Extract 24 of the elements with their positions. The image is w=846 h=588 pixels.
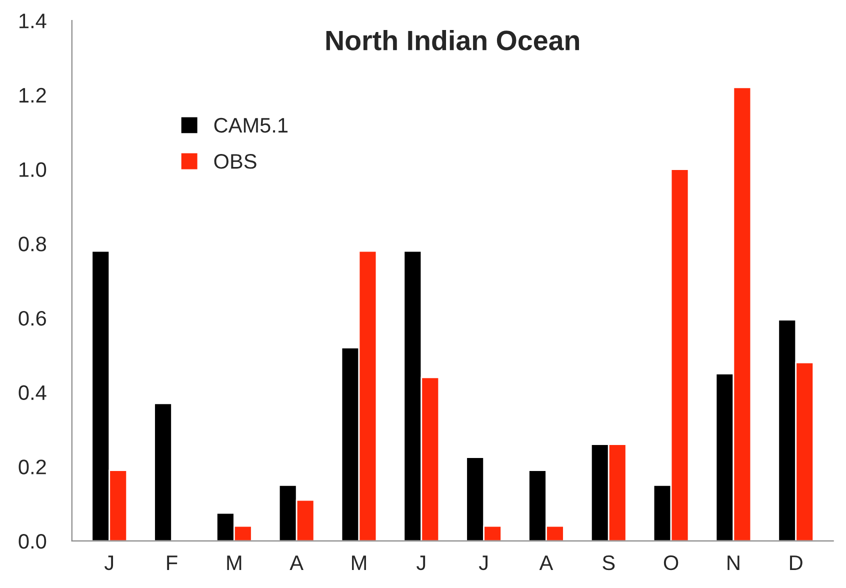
x-tick-label: M <box>227 556 242 570</box>
x-tick-label: M <box>352 556 366 570</box>
legend-label: OBS <box>214 154 256 169</box>
x-tick-label: N <box>728 556 740 570</box>
y-tick-label: 1.4 <box>20 14 46 28</box>
x-tick-label: O <box>664 555 678 570</box>
bar <box>154 402 172 541</box>
x-tick-label: J <box>104 556 114 570</box>
y-tick-label: 0.2 <box>18 460 46 474</box>
legend-label: CAM5.1 <box>214 118 288 133</box>
y-tick-label: 0.0 <box>18 534 46 549</box>
x-tick-label: J <box>478 556 488 570</box>
y-tick-label: 0.6 <box>18 310 46 326</box>
x-tick-label: D <box>790 556 802 570</box>
x-tick-label: J <box>416 556 426 570</box>
x-tick-label: S <box>602 555 615 570</box>
y-tick-label: 1.0 <box>20 162 46 178</box>
y-tick-label: 1.2 <box>20 88 46 102</box>
y-tick-label: 0.8 <box>18 236 46 252</box>
y-tick-label: 0.4 <box>18 385 46 400</box>
x-tick-label: F <box>167 556 178 570</box>
x-tick-label: A <box>290 556 304 570</box>
chart-title: North Indian Ocean <box>326 30 579 50</box>
x-tick-label: A <box>539 556 554 570</box>
